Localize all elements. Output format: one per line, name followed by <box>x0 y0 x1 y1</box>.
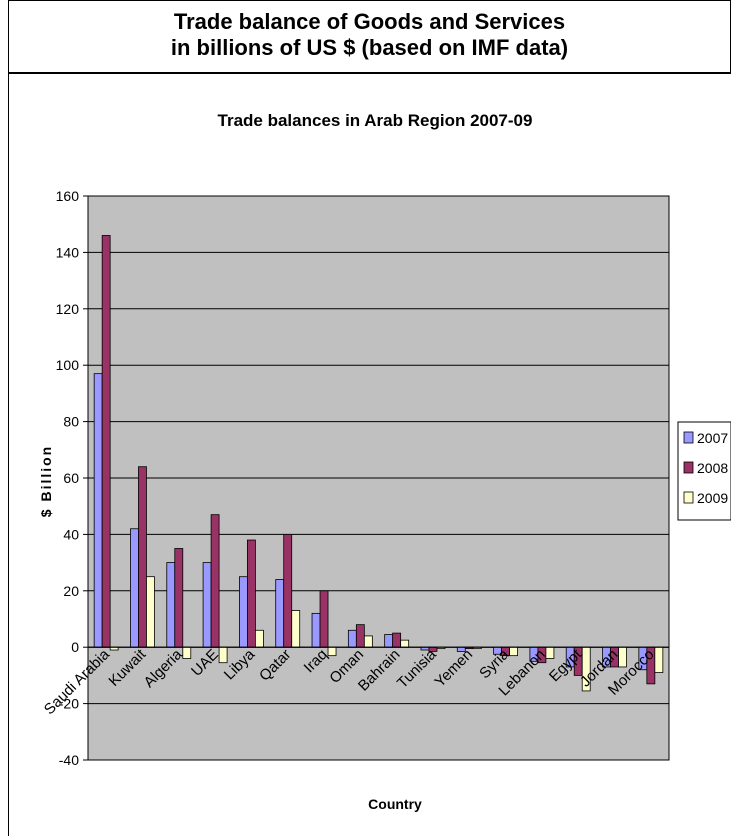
y-tick-label: 40 <box>63 526 79 542</box>
y-tick-label: 0 <box>71 639 79 655</box>
bar-2008 <box>174 548 184 648</box>
bar-2009 <box>255 629 264 648</box>
y-tick-label: 140 <box>56 244 80 260</box>
y-axis-label: $ Billion <box>38 445 54 517</box>
bar-2007 <box>311 612 321 648</box>
x-axis-label: Country <box>368 796 422 812</box>
y-tick-label: 100 <box>56 357 80 373</box>
bar-2008 <box>138 466 147 648</box>
bar-2009 <box>146 576 155 648</box>
y-tick-label: 120 <box>56 301 80 317</box>
y-tick-label: 80 <box>63 414 79 430</box>
bar-2008 <box>392 632 402 648</box>
bar-2009 <box>327 646 337 657</box>
chart-title: Trade balances in Arab Region 2007-09 <box>218 111 533 130</box>
legend-label-2007: 2007 <box>697 430 728 446</box>
bar-2007 <box>347 629 357 648</box>
bar-2007 <box>202 562 212 648</box>
bar-2009 <box>291 610 301 648</box>
bar-2007 <box>239 576 248 648</box>
bar-2007 <box>93 373 103 648</box>
bar-2008 <box>283 533 293 648</box>
bar-2007 <box>130 528 139 648</box>
bar-2009 <box>363 635 373 648</box>
y-tick-label: -40 <box>59 752 79 768</box>
bar-2009 <box>654 646 664 673</box>
legend-swatch-2008 <box>683 461 694 474</box>
chart-legend: 2007 2008 2009 <box>677 421 731 521</box>
y-tick-label: 160 <box>56 188 80 204</box>
bar-2008 <box>210 514 220 648</box>
bar-2008 <box>319 590 329 648</box>
y-tick-label: 60 <box>63 470 79 486</box>
legend-swatch-2009 <box>683 491 694 504</box>
trade-balance-chart: Trade balances in Arab Region 2007-09 $ … <box>38 111 731 812</box>
chart-frame: Trade balances in Arab Region 2007-09 $ … <box>8 74 731 836</box>
bar-2008 <box>355 624 365 648</box>
page-header: Trade balance of Goods and Services in b… <box>8 0 731 74</box>
y-tick-label: -20 <box>59 696 79 712</box>
bar-2009 <box>400 639 410 648</box>
bar-2009 <box>509 646 518 657</box>
bar-2009 <box>218 646 228 664</box>
header-line-2: in billions of US $ (based on IMF data) <box>170 35 569 60</box>
legend-swatch-2007 <box>683 431 694 444</box>
legend-label-2009: 2009 <box>697 490 728 506</box>
y-tick-label: 20 <box>63 583 79 599</box>
bar-2007 <box>275 579 285 648</box>
bar-2007 <box>384 634 394 648</box>
bar-2008 <box>101 235 111 648</box>
header-line-1: Trade balance of Goods and Services <box>173 9 566 34</box>
legend-label-2008: 2008 <box>697 460 728 476</box>
bar-2008 <box>247 539 256 648</box>
bar-2007 <box>166 562 176 648</box>
